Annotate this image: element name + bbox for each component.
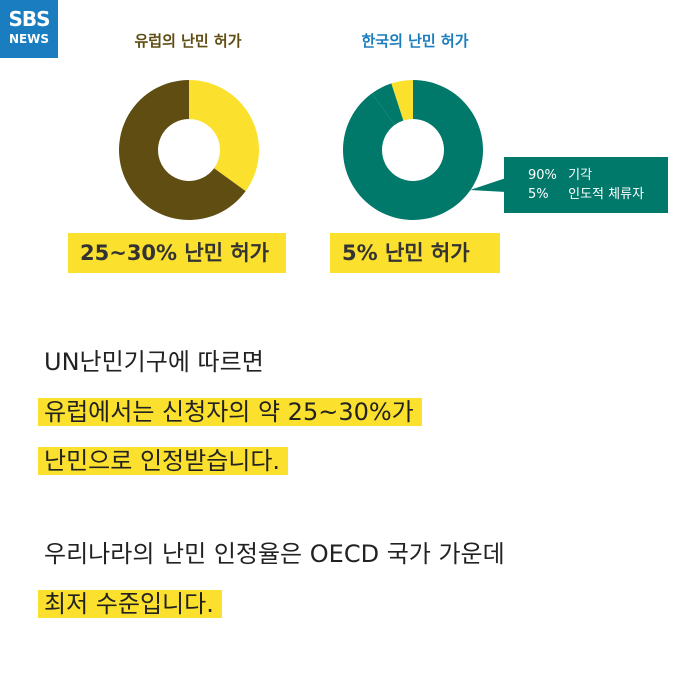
text-line-1: UN난민기구에 따르면 bbox=[44, 344, 264, 380]
annotation-korea: 5% 난민 허가 bbox=[330, 233, 500, 273]
chart-title-europe: 유럽의 난민 허가 bbox=[134, 32, 242, 50]
text-line-4: 우리나라의 난민 인정율은 OECD 국가 가운데 bbox=[44, 536, 505, 572]
donut-slice-0 bbox=[189, 80, 259, 192]
legend-label: 기각 bbox=[568, 168, 593, 183]
donut-chart-korea bbox=[343, 80, 483, 220]
text-line-2: 유럽에서는 신청자의 약 25~30%가 bbox=[38, 394, 422, 430]
text-line-3: 난민으로 인정받습니다. bbox=[38, 443, 289, 479]
donut-slice-0 bbox=[343, 80, 483, 220]
highlight-line-2: 유럽에서는 신청자의 약 25~30%가 bbox=[38, 398, 422, 426]
logo-line-1: SBS bbox=[8, 7, 50, 31]
highlight-line-5: 최저 수준입니다. bbox=[38, 590, 222, 618]
legend-korea: 90% 기각 5% 인도적 체류자 bbox=[504, 157, 668, 213]
chart-title-korea: 한국의 난민 허가 bbox=[361, 32, 469, 50]
logo-line-2: NEWS bbox=[8, 32, 50, 46]
annotation-europe: 25~30% 난민 허가 bbox=[68, 233, 286, 273]
text-line-1-content: UN난민기구에 따르면 bbox=[44, 348, 264, 376]
legend-label: 인도적 체류자 bbox=[568, 187, 645, 202]
text-line-4-content: 우리나라의 난민 인정율은 OECD 국가 가운데 bbox=[44, 540, 505, 568]
text-line-5: 최저 수준입니다. bbox=[38, 586, 222, 622]
highlight-line-3: 난민으로 인정받습니다. bbox=[38, 447, 289, 475]
legend-pct: 90% bbox=[528, 168, 557, 183]
legend-pct: 5% bbox=[528, 187, 549, 202]
legend-row: 90% 기각 bbox=[528, 166, 668, 185]
legend-row: 5% 인도적 체류자 bbox=[528, 185, 668, 204]
donut-chart-europe bbox=[118, 80, 259, 220]
legend-pointer bbox=[470, 178, 506, 192]
sbs-news-logo: SBS NEWS bbox=[0, 0, 58, 58]
donut-slice-1 bbox=[118, 80, 246, 220]
donut-slice-2 bbox=[391, 80, 413, 121]
donut-slice-1 bbox=[371, 83, 404, 125]
